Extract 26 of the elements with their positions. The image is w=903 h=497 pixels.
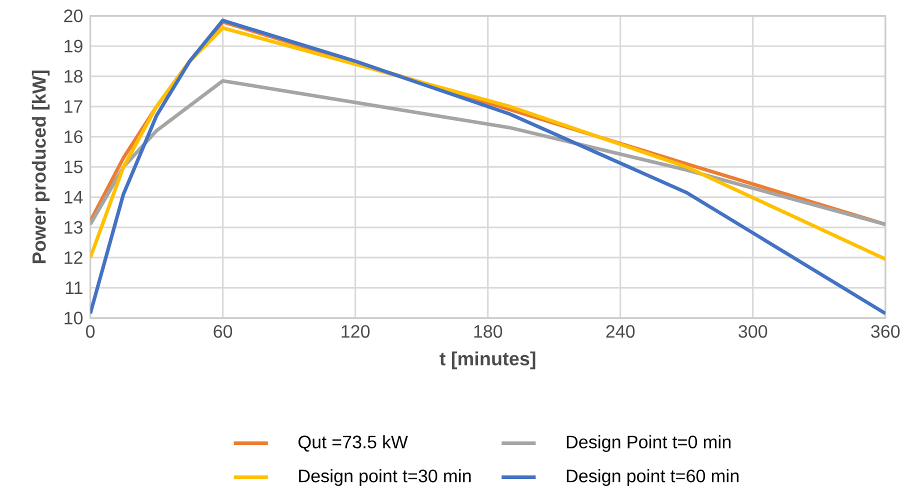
- y-tick-label: 19: [64, 40, 82, 53]
- y-tick-label: 20: [64, 10, 83, 22]
- y-tick-label: 11: [66, 282, 82, 294]
- y-tick-label: 12: [64, 251, 82, 264]
- x-tick-label: 120: [342, 325, 370, 338]
- x-tick-label: 360: [871, 325, 900, 338]
- x-tick-label: 60: [214, 325, 232, 338]
- x-tick-label: 0: [86, 325, 95, 338]
- y-tick-label: 17: [64, 100, 82, 113]
- legend-label: Qut =73.5 kW: [298, 435, 408, 452]
- y-axis-title: Power produced [kW]: [32, 70, 50, 264]
- x-tick-label: 300: [738, 325, 768, 338]
- x-tick-label: 240: [606, 325, 635, 338]
- legend-label: Design point t=60 min: [566, 469, 738, 486]
- y-tick-label: 16: [64, 130, 82, 144]
- y-tick-label: 10: [64, 312, 83, 324]
- line-series: [90, 18, 886, 316]
- y-tick-label: 15: [64, 160, 82, 174]
- legend-label: Design point t=30 min: [299, 469, 471, 486]
- legend-label: Design Point t=0 min: [566, 435, 730, 452]
- y-tick-label: 18: [64, 70, 82, 83]
- y-tick-label: 14: [64, 191, 83, 204]
- line-series: [90, 79, 886, 226]
- y-tick-label: 13: [64, 221, 82, 234]
- x-axis-title: t [minutes]: [440, 352, 536, 370]
- x-tick-label: 180: [474, 325, 502, 338]
